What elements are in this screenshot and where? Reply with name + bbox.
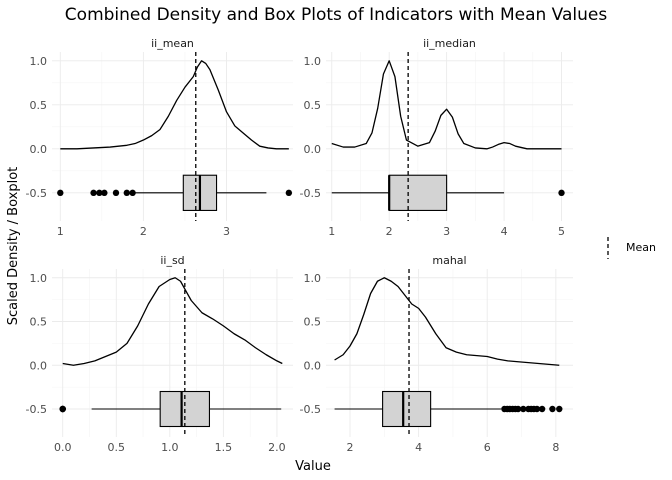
y-tick-label: 0.5 <box>30 316 48 329</box>
x-tick-label: 3 <box>223 225 230 238</box>
x-tick-label: 4 <box>501 225 508 238</box>
y-tick-label: -0.5 <box>300 403 321 416</box>
x-tick-label: 8 <box>552 441 559 454</box>
x-tick-label: 2.0 <box>268 441 286 454</box>
density-curve <box>60 60 289 150</box>
y-axis-title: Scaled Density / Boxplot <box>6 167 21 326</box>
x-tick-label: 2 <box>140 225 147 238</box>
y-tick-label: 1.0 <box>304 55 322 68</box>
boxplot-outlier-point <box>101 189 108 197</box>
facet-panels: 1 2 3 -0.5 0.0 0.5 1.0 ii_mean 1 2 3 4 5 -0.5 0.0 0.5 1.… <box>26 37 573 454</box>
boxplot-box <box>382 390 432 428</box>
x-tick-label: 1 <box>57 225 64 238</box>
y-tick-label: 0.0 <box>30 143 48 156</box>
boxplot-outlier-point <box>112 189 120 197</box>
panel-ii-mean: 1 2 3 -0.5 0.0 0.5 1.0 ii_mean <box>26 37 293 238</box>
boxplot-outlier-point <box>549 405 556 413</box>
boxplot-outlier-point <box>129 189 136 197</box>
density-curve <box>331 60 562 150</box>
x-tick-label: 0.5 <box>108 441 126 454</box>
chart-title: Combined Density and Box Plots of Indica… <box>65 5 608 25</box>
x-tick-label: 5 <box>558 225 565 238</box>
boxplot-outlier-point <box>556 405 563 413</box>
boxplot-outlier-point <box>59 405 66 413</box>
boxplot-outlier-point <box>96 189 103 197</box>
boxplot-outlier-point <box>533 405 541 413</box>
legend-mean-label: Mean <box>626 241 656 254</box>
y-tick-label: -0.5 <box>26 403 47 416</box>
y-tick-label: -0.5 <box>26 187 47 200</box>
boxplot-outlier-point <box>285 189 293 197</box>
density-curve <box>62 277 283 366</box>
x-tick-label: 6 <box>484 441 491 454</box>
facet-label: mahal <box>432 254 466 267</box>
y-tick-label: 0.5 <box>30 99 48 112</box>
x-tick-label: 1.5 <box>215 441 233 454</box>
x-tick-label: 1 <box>328 225 335 238</box>
boxplot-outlier-point <box>57 189 64 197</box>
x-tick-label: 1.0 <box>161 441 179 454</box>
legend: Mean <box>607 237 656 259</box>
boxplot-outlier-point <box>520 405 527 413</box>
x-axis-title: Value <box>295 459 331 474</box>
y-tick-label: 1.0 <box>304 272 322 285</box>
boxplot-outlier-point <box>538 405 546 413</box>
y-tick-label: -0.5 <box>300 187 321 200</box>
panel-ii-sd: 0.0 0.5 1.0 1.5 2.0 -0.5 0.0 0.5 1.0 ii_sd <box>26 254 293 454</box>
boxplot-outlier-point <box>558 189 565 197</box>
boxplot-outlier-point <box>514 405 522 413</box>
x-tick-label: 3 <box>443 225 450 238</box>
x-tick-label: 4 <box>415 441 422 454</box>
facet-label: ii_median <box>423 37 476 50</box>
boxplot-outlier-point <box>90 189 97 197</box>
y-tick-label: 1.0 <box>30 55 48 68</box>
facet-label: ii_mean <box>151 37 194 50</box>
y-tick-label: 0.0 <box>304 359 322 372</box>
y-tick-label: 0.5 <box>304 99 322 112</box>
x-tick-label: 2 <box>386 225 393 238</box>
y-tick-label: 1.0 <box>30 272 48 285</box>
y-tick-label: 0.0 <box>30 359 48 372</box>
boxplot-outlier-point <box>123 189 130 197</box>
y-tick-label: 0.0 <box>304 143 322 156</box>
facet-label: ii_sd <box>160 254 184 267</box>
boxplot-box <box>388 174 448 211</box>
panel-ii-median: 1 2 3 4 5 -0.5 0.0 0.5 1.0 ii_median <box>300 37 573 238</box>
density-curve <box>334 277 560 366</box>
x-tick-label: 0.0 <box>54 441 72 454</box>
y-tick-label: 0.5 <box>304 316 322 329</box>
panel-mahal: 2 4 6 8 -0.5 0.0 0.5 1.0 mahal <box>300 254 573 454</box>
x-tick-label: 2 <box>347 441 354 454</box>
